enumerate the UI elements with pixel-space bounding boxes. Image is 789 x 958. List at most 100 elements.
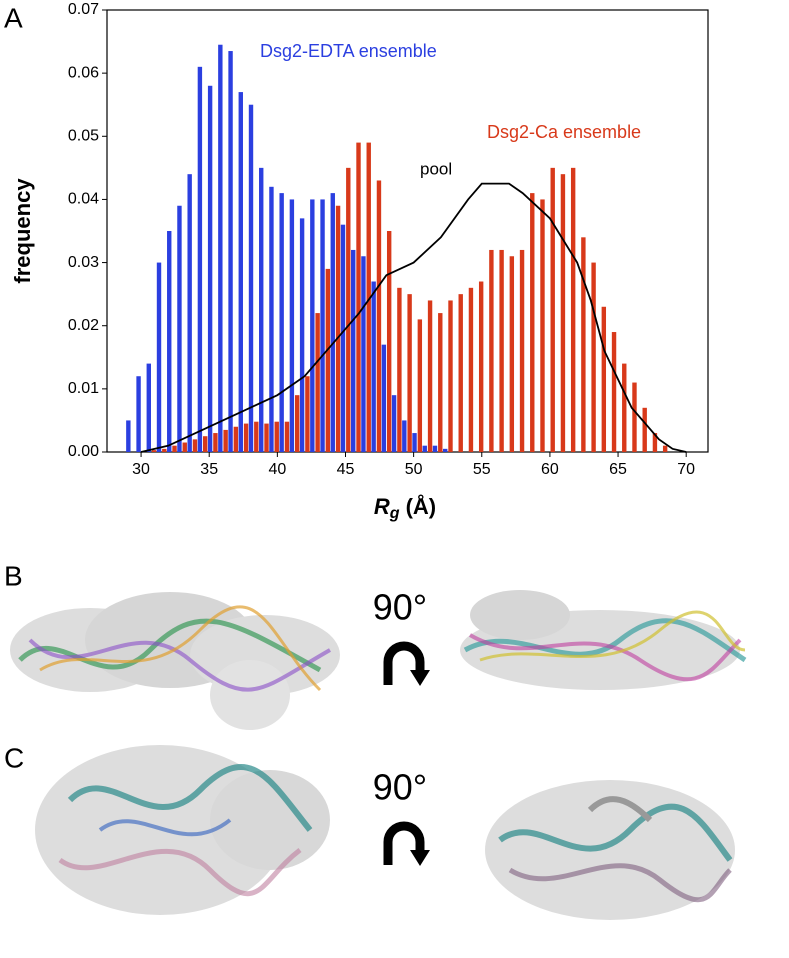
y-tick-label: 0.06 (68, 64, 99, 81)
bar (478, 281, 484, 452)
bar (550, 167, 555, 452)
bar (202, 436, 208, 452)
bar (259, 167, 264, 452)
x-tick-label: 40 (268, 461, 286, 478)
bar (330, 193, 335, 452)
bar (351, 249, 356, 452)
bar (422, 445, 427, 452)
bar (228, 51, 233, 453)
bar (412, 433, 417, 452)
bar (397, 287, 402, 452)
y-tick-label: 0.00 (68, 443, 99, 460)
bar (274, 421, 279, 452)
bar (213, 433, 218, 452)
bar (264, 423, 269, 452)
bar (279, 193, 284, 452)
bar (269, 186, 274, 453)
bar (218, 44, 223, 452)
bar (366, 142, 371, 452)
bar (294, 395, 300, 452)
bar (238, 92, 243, 452)
bar (167, 231, 172, 452)
bar (622, 363, 627, 452)
bar (340, 224, 346, 452)
bar (151, 450, 157, 452)
bar (438, 313, 443, 452)
bar (417, 319, 423, 452)
bar (223, 429, 228, 452)
rotation-label: 90° (373, 767, 427, 808)
bar (325, 268, 331, 452)
bar (652, 433, 658, 452)
rotation-arrow (383, 821, 430, 866)
bar (305, 376, 310, 452)
y-tick-label: 0.07 (68, 1, 99, 18)
bar (243, 423, 249, 452)
bar (402, 420, 407, 452)
x-tick-label: 70 (677, 461, 695, 478)
rotation-arrow (383, 641, 430, 686)
bar (187, 174, 192, 452)
pool-line (140, 182, 687, 453)
bar (591, 262, 596, 452)
bar (581, 237, 586, 452)
structure-image-c-right (485, 780, 735, 920)
bar (299, 218, 305, 452)
bar (146, 363, 151, 452)
bar (448, 300, 453, 452)
bar (361, 256, 366, 452)
panel-label: A (4, 2, 23, 33)
bar (346, 167, 351, 452)
structure-image-c-left (35, 745, 330, 915)
x-axis-label: Rg (Å) (374, 493, 436, 522)
x-tick-label: 50 (405, 461, 423, 478)
x-tick-label: 65 (609, 461, 627, 478)
y-tick-label: 0.04 (68, 191, 99, 208)
bar (254, 421, 259, 452)
bar (391, 395, 397, 452)
bar (443, 448, 448, 452)
structure-image-b-left (10, 592, 340, 730)
bar (519, 249, 525, 452)
bar (468, 287, 474, 452)
series-label: Dsg2-Ca ensemble (487, 122, 641, 142)
bar (499, 249, 504, 452)
bar (172, 445, 177, 452)
x-tick-label: 30 (132, 461, 150, 478)
bar (540, 199, 545, 452)
bar (156, 262, 162, 452)
bar (432, 445, 438, 452)
bar (162, 448, 167, 452)
bar (335, 205, 341, 452)
bar (315, 313, 320, 452)
bar (662, 445, 668, 452)
y-tick-label: 0.05 (68, 128, 99, 145)
bar (207, 85, 213, 453)
bar (386, 231, 392, 452)
bar (611, 332, 617, 452)
bar (320, 199, 325, 452)
bar (632, 382, 637, 452)
rotation-label: 90° (373, 587, 427, 628)
y-tick-label: 0.03 (68, 254, 99, 271)
bar (642, 407, 647, 452)
bar (284, 421, 290, 452)
bar (310, 199, 315, 452)
bar (248, 104, 254, 452)
bar (197, 66, 203, 452)
bar (458, 294, 463, 452)
series-label: Dsg2-EDTA ensemble (260, 41, 437, 61)
y-axis-label: frequency (10, 178, 35, 284)
bar (192, 439, 198, 452)
bar (177, 205, 182, 452)
bar (136, 376, 141, 452)
bar (381, 344, 387, 452)
x-label-unit: (Å) (406, 493, 437, 519)
panel-label: C (4, 742, 24, 773)
bar (570, 167, 576, 452)
bar (233, 426, 239, 452)
bar (530, 193, 535, 452)
x-label-symbol: R (374, 494, 390, 519)
